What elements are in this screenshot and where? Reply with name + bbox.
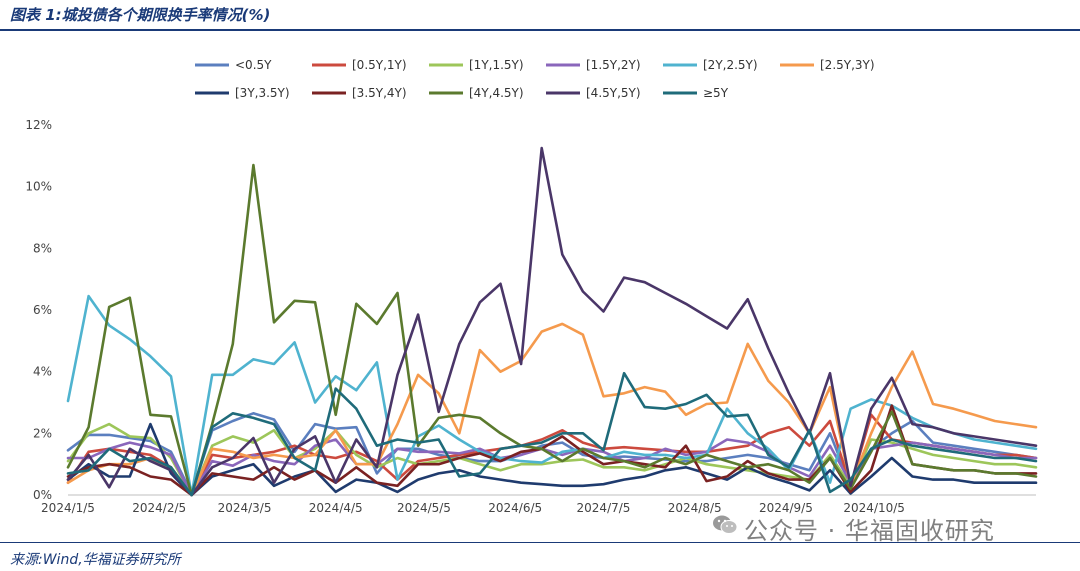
legend-label: [1.5Y,2Y) xyxy=(586,58,641,72)
page-title: 图表 1:城投债各个期限换手率情况(%) xyxy=(10,6,271,24)
legend-label: ≥5Y xyxy=(703,86,729,100)
y-axis: 0% 2% 4% 6% 8% 10% 12% xyxy=(25,118,52,502)
legend-label: [3Y,3.5Y) xyxy=(235,86,290,100)
legend-label: <0.5Y xyxy=(235,58,272,72)
x-tick-label: 2024/2/5 xyxy=(132,501,186,515)
x-tick-label: 2024/10/5 xyxy=(843,501,905,515)
header: 图表 1:城投债各个期限换手率情况(%) xyxy=(0,0,1080,31)
legend-label: [1Y,1.5Y) xyxy=(469,58,524,72)
legend-label: [4Y,4.5Y) xyxy=(469,86,524,100)
legend-label: [4.5Y,5Y) xyxy=(586,86,641,100)
series-line xyxy=(66,413,1038,497)
y-tick-label: 2% xyxy=(33,426,52,440)
watermark: 公众号 · 华福固收研究 xyxy=(712,509,1052,545)
y-tick-label: 0% xyxy=(33,488,52,502)
series-line xyxy=(66,163,1038,497)
y-tick-label: 12% xyxy=(25,118,52,132)
legend-label: [3.5Y,4Y) xyxy=(352,86,407,100)
x-tick-label: 2024/8/5 xyxy=(668,501,722,515)
x-tick-label: 2024/6/5 xyxy=(488,501,542,515)
header-divider xyxy=(0,29,1080,31)
series-line xyxy=(66,404,1038,497)
series-line xyxy=(66,294,1038,497)
wechat-icon xyxy=(713,515,738,534)
x-tick-label: 2024/9/5 xyxy=(759,501,813,515)
legend-label: [2.5Y,3Y) xyxy=(820,58,875,72)
x-tick-label: 2024/7/5 xyxy=(577,501,631,515)
legend-label: [2Y,2.5Y) xyxy=(703,58,758,72)
series-line xyxy=(66,322,1038,497)
source-note: 来源:Wind,华福证券研究所 xyxy=(10,552,181,568)
legend-label: [0.5Y,1Y) xyxy=(352,58,407,72)
footer-divider xyxy=(0,542,1080,543)
x-tick-label: 2024/3/5 xyxy=(218,501,272,515)
x-tick-label: 2024/1/5 xyxy=(41,501,95,515)
y-tick-label: 10% xyxy=(25,180,52,194)
series-line xyxy=(66,422,1038,497)
y-tick-label: 8% xyxy=(33,241,52,255)
y-tick-label: 6% xyxy=(33,303,52,317)
x-tick-label: 2024/5/5 xyxy=(397,501,451,515)
series-lines xyxy=(66,146,1038,497)
chart-legend: <0.5Y [0.5Y,1Y) [1Y,1.5Y) [1.5Y,2Y) [2Y,2.5Y… xyxy=(195,58,875,100)
x-tick-label: 2024/4/5 xyxy=(309,501,363,515)
x-axis: 2024/1/5 2024/2/5 2024/3/5 2024/4/5 2024/5/5… xyxy=(41,494,1036,515)
line-chart: <0.5Y [0.5Y,1Y) [1Y,1.5Y) [1.5Y,2Y) [2Y,2.5Y… xyxy=(25,58,1038,515)
series-line xyxy=(66,371,1038,497)
watermark-text: 公众号 · 华福固收研究 xyxy=(744,517,995,545)
series-line xyxy=(66,146,1038,497)
series-line xyxy=(66,422,1038,497)
y-tick-label: 4% xyxy=(33,365,52,379)
